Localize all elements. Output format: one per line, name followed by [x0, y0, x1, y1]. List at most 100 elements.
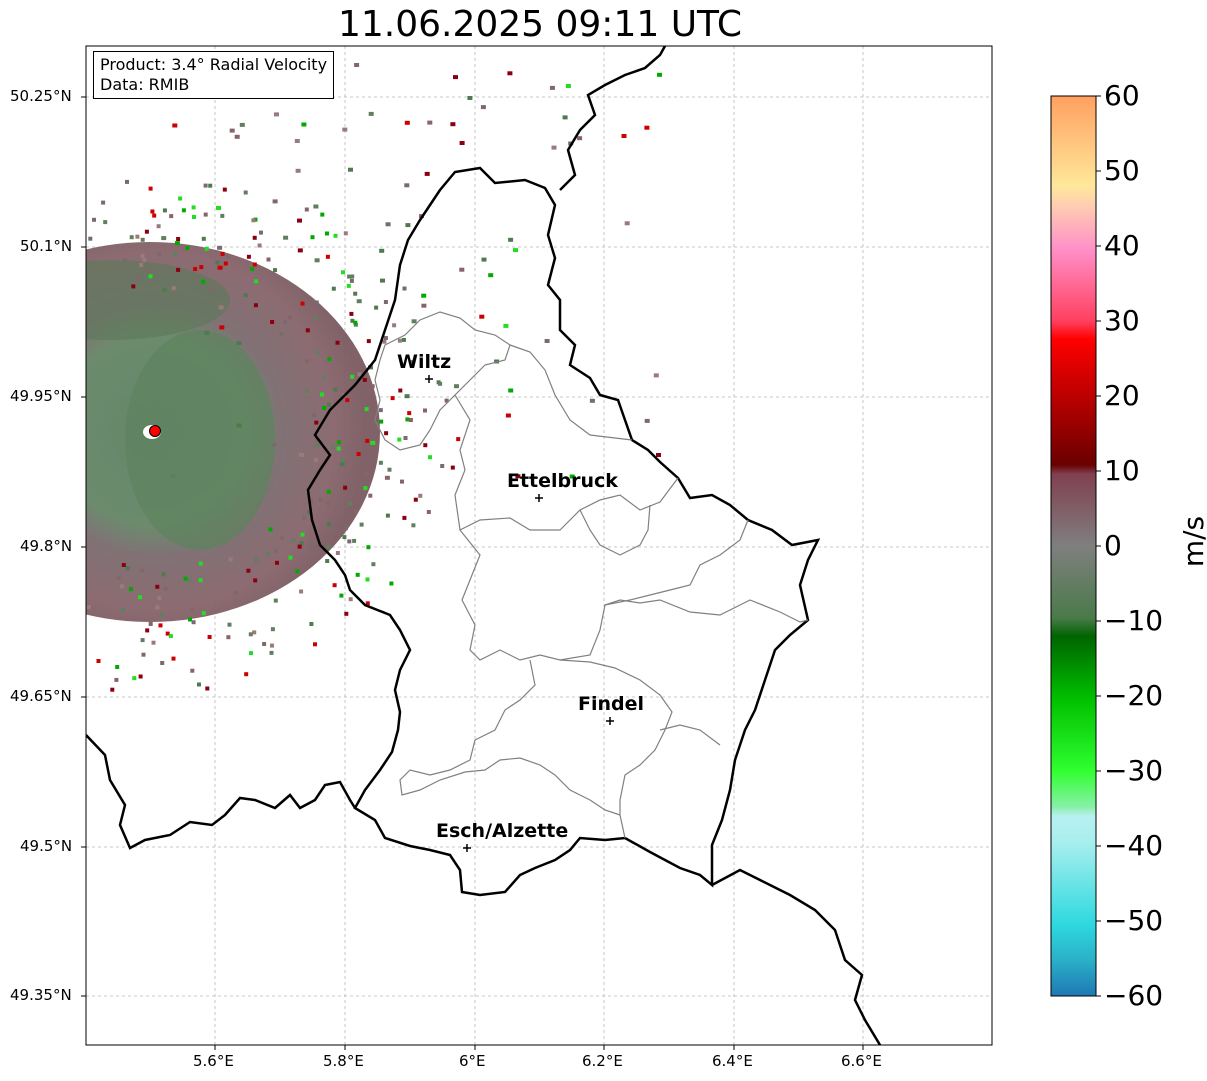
echo-speckle: [190, 668, 195, 673]
echo-speckle: [146, 268, 151, 273]
radar-site: [143, 425, 161, 439]
echo-speckle: [384, 431, 389, 436]
echo-speckle: [350, 318, 355, 323]
echo-speckle: [252, 235, 257, 240]
echo-speckle: [288, 315, 292, 320]
lat-tick-label: 49.35°N: [10, 986, 72, 1004]
echo-speckle: [266, 257, 271, 262]
echo-speckle: [165, 631, 170, 636]
colorbar-tick-label: −10: [1104, 604, 1164, 637]
echo-speckle: [205, 686, 210, 691]
echo-speckle: [330, 444, 335, 449]
echo-speckle: [121, 563, 126, 567]
echo-speckle: [353, 320, 358, 325]
data-source-label: Data: RMIB: [100, 75, 190, 94]
echo-speckle: [181, 208, 186, 213]
lon-tick-label: 5.6°E: [193, 1052, 234, 1070]
echo-speckle: [270, 643, 274, 648]
echo-speckle: [198, 578, 203, 583]
echo-speckle: [199, 265, 204, 270]
echo-speckle: [653, 373, 659, 378]
echo-speckle: [176, 237, 181, 241]
esch-marker: [463, 844, 471, 852]
echo-speckle: [269, 650, 274, 655]
echo-speckle: [262, 642, 267, 646]
echo-speckle: [254, 557, 259, 562]
echo-speckle: [423, 408, 427, 413]
echo-speckle: [120, 608, 125, 612]
echo-speckle: [383, 336, 388, 340]
echo-speckle: [197, 682, 201, 687]
echo-speckle: [219, 325, 225, 330]
echo-speckle: [384, 475, 390, 480]
echo-speckle: [160, 661, 165, 665]
colorbar-tick-label: −40: [1104, 829, 1164, 862]
echo-speckle: [314, 258, 320, 263]
echo-speckle: [155, 584, 160, 589]
echo-speckle: [404, 394, 410, 399]
echo-speckle: [349, 278, 354, 283]
echo-speckle: [589, 398, 595, 403]
echo-speckle: [250, 267, 255, 271]
echo-speckle: [171, 656, 176, 661]
radar-site-marker[interactable]: [149, 425, 161, 437]
echo-speckle: [246, 254, 251, 259]
echo-speckle: [385, 222, 391, 227]
echo-speckle: [251, 218, 256, 223]
echo-speckle: [141, 652, 146, 657]
echo-speckle: [295, 168, 301, 173]
echo-speckle: [326, 544, 331, 549]
echo-speckle: [326, 501, 331, 506]
lon-tick-label: 6°E: [459, 1052, 486, 1070]
echo-speckle: [236, 341, 242, 346]
lon-tick-label: 5.8°E: [323, 1052, 364, 1070]
echo-speckle: [253, 303, 258, 308]
echo-speckle: [92, 217, 96, 222]
echo-speckle: [335, 340, 340, 345]
echo-speckle: [209, 286, 214, 291]
echo-speckle: [161, 236, 167, 241]
echo-speckle: [569, 474, 575, 479]
echo-speckle: [319, 392, 324, 397]
echo-speckle: [301, 122, 307, 127]
echo-speckle: [621, 134, 627, 138]
echo-speckle: [467, 96, 473, 100]
echo-speckle: [142, 257, 147, 262]
colorbar-tick-label: 30: [1104, 304, 1140, 337]
colorbar-tick-label: 0: [1104, 529, 1122, 562]
echo-speckle: [131, 284, 136, 289]
echo-speckle: [302, 515, 307, 520]
echo-speckle: [344, 611, 349, 616]
echo-speckle: [365, 601, 370, 606]
echo-speckle: [148, 622, 153, 626]
echo-speckle: [450, 465, 455, 470]
echo-speckle: [244, 672, 249, 677]
echo-speckle: [299, 589, 304, 594]
echo-speckle: [220, 213, 225, 218]
colorbar-tick-label: 50: [1104, 154, 1140, 187]
echo-speckle: [515, 474, 521, 479]
radar-echo-field: [86, 63, 662, 692]
echo-speckle: [193, 267, 198, 271]
echo-speckle: [283, 320, 288, 325]
echo-speckle: [379, 248, 385, 253]
axis-ticks: [81, 96, 864, 1050]
echo-speckle: [385, 513, 390, 518]
echo-speckle: [125, 566, 130, 571]
lat-tick-label: 49.95°N: [10, 387, 72, 405]
echo-speckle: [305, 389, 309, 394]
echo-speckle: [158, 623, 163, 628]
echo-speckle: [273, 548, 278, 553]
echo-speckle: [190, 607, 194, 612]
echo-speckle: [183, 576, 188, 581]
echo-speckle: [116, 575, 121, 580]
echo-speckle: [428, 455, 432, 460]
colorbar-tick-label: −60: [1104, 979, 1164, 1012]
echo-speckle: [204, 330, 210, 335]
echo-speckle: [403, 436, 408, 440]
echo-speckle: [397, 437, 402, 442]
echo-speckle: [348, 167, 353, 172]
echo-speckle: [249, 651, 253, 656]
lat-tick-label: 50.1°N: [20, 237, 73, 255]
